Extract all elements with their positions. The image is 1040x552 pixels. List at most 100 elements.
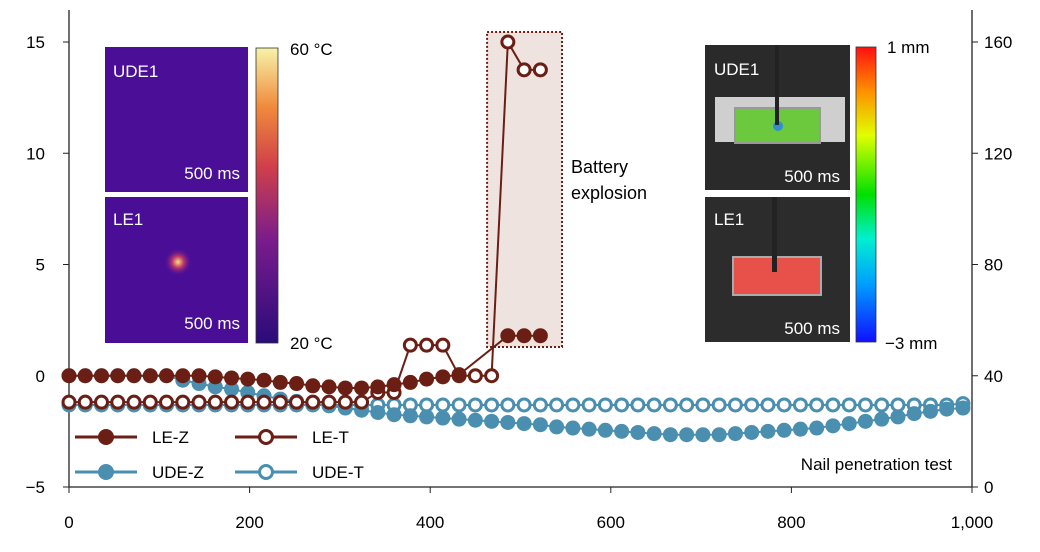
thermal-hotspot — [164, 248, 192, 276]
legend-marker-le-z — [98, 429, 114, 445]
point-le-z — [256, 372, 272, 388]
point-le-t — [321, 394, 337, 410]
point-ude-z — [711, 427, 727, 443]
deformation-time-le1: 500 ms — [784, 319, 840, 338]
deformation-label-ude1: UDE1 — [714, 60, 759, 79]
x-tick-label: 1,000 — [951, 513, 994, 532]
point-ude-t — [630, 397, 646, 413]
point-ude-z — [565, 420, 581, 436]
x-tick-label: 0 — [64, 513, 73, 532]
point-le-z — [207, 369, 223, 385]
point-le-t — [142, 394, 158, 410]
x-tick-label: 200 — [235, 513, 263, 532]
point-ude-t — [890, 397, 906, 413]
point-ude-t — [549, 397, 565, 413]
point-ude-t — [419, 397, 435, 413]
point-ude-z — [955, 400, 971, 416]
point-le-t — [516, 62, 532, 78]
point-ude-z — [857, 413, 873, 429]
point-ude-z — [646, 426, 662, 442]
point-ude-z — [597, 422, 613, 438]
point-ude-z — [760, 423, 776, 439]
y-right-tick-label: 120 — [984, 144, 1012, 163]
point-le-z — [354, 380, 370, 396]
point-le-z — [126, 368, 142, 384]
point-le-z — [77, 368, 93, 384]
deformation-inset: UDE1 500 ms LE1 500 ms 1 mm −3 mm — [705, 38, 937, 353]
point-le-t — [256, 394, 272, 410]
point-le-z — [419, 371, 435, 387]
thermal-inset: UDE1 500 ms LE1 500 ms 60 °C 20 °C — [105, 40, 333, 353]
series-line-le-z — [69, 334, 541, 389]
y-left-tick-label: 10 — [26, 144, 45, 163]
point-ude-z — [906, 406, 922, 422]
point-le-t — [175, 394, 191, 410]
point-ude-z — [630, 424, 646, 440]
point-le-t — [500, 34, 516, 50]
point-ude-t — [727, 397, 743, 413]
point-ude-z — [386, 407, 402, 423]
point-le-z — [370, 379, 386, 395]
point-le-z — [110, 368, 126, 384]
point-ude-t — [679, 397, 695, 413]
y-right-tick-label: 0 — [984, 478, 993, 497]
legend-label-ude-t: UDE-T — [312, 463, 364, 482]
point-le-t — [61, 394, 77, 410]
point-ude-t — [435, 397, 451, 413]
point-ude-t — [695, 397, 711, 413]
explosion-annotation-line1: Battery — [571, 157, 628, 177]
point-ude-z — [874, 411, 890, 427]
point-le-z — [272, 374, 288, 390]
point-ude-z — [549, 419, 565, 435]
point-ude-t — [711, 397, 727, 413]
point-le-z — [159, 368, 175, 384]
point-ude-z — [662, 427, 678, 443]
point-le-t — [402, 337, 418, 353]
point-le-z — [337, 380, 353, 396]
x-tick-label: 400 — [416, 513, 444, 532]
point-ude-t — [841, 397, 857, 413]
point-ude-z — [614, 423, 630, 439]
y-left-tick-label: 15 — [26, 33, 45, 52]
point-ude-t — [516, 397, 532, 413]
point-le-t — [305, 394, 321, 410]
point-ude-z — [776, 422, 792, 438]
point-le-z — [61, 368, 77, 384]
legend-marker-le-t — [258, 429, 274, 445]
point-le-t — [354, 394, 370, 410]
point-le-t — [224, 394, 240, 410]
legend-label-le-t: LE-T — [312, 428, 349, 447]
point-ude-z — [435, 410, 451, 426]
point-le-z — [289, 376, 305, 392]
thermal-colorbar — [255, 47, 279, 344]
point-le-z — [94, 368, 110, 384]
thermal-label-ude1: UDE1 — [113, 62, 158, 81]
y-left-tick-label: −5 — [26, 478, 45, 497]
point-le-t — [126, 394, 142, 410]
thermal-time-ude1: 500 ms — [184, 164, 240, 183]
point-ude-z — [370, 404, 386, 420]
point-le-z — [516, 328, 532, 344]
point-le-t — [467, 368, 483, 384]
explosion-annotation-line2: explosion — [571, 183, 647, 203]
thermal-time-le1: 500 ms — [184, 314, 240, 333]
point-le-t — [289, 394, 305, 410]
legend-label-ude-z: UDE-Z — [152, 463, 204, 482]
point-le-z — [191, 368, 207, 384]
point-ude-z — [500, 414, 516, 430]
point-le-z — [532, 328, 548, 344]
point-ude-z — [402, 408, 418, 424]
point-ude-z — [695, 427, 711, 443]
point-le-z — [500, 328, 516, 344]
point-le-t — [337, 394, 353, 410]
explosion-box — [486, 31, 564, 348]
axes: 0 200 400 600 800 1,000 −5 0 5 10 15 0 40 80 120 160 — [26, 10, 1012, 532]
series-layer — [61, 34, 971, 443]
thermal-image-ude1 — [105, 47, 248, 192]
point-le-t — [435, 337, 451, 353]
point-ude-z — [516, 416, 532, 432]
point-ude-z — [890, 409, 906, 425]
point-ude-z — [841, 416, 857, 432]
point-ude-z — [727, 426, 743, 442]
point-ude-z — [532, 417, 548, 433]
